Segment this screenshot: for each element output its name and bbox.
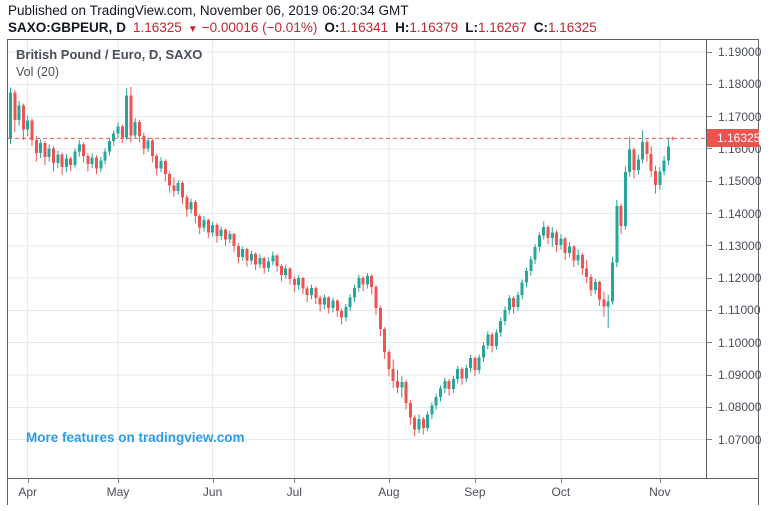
y-tick-mark xyxy=(707,277,712,279)
open-label: O: xyxy=(324,20,340,35)
open-value: 1.16341 xyxy=(339,20,389,35)
y-tick-mark xyxy=(707,83,712,85)
x-axis-label: Jun xyxy=(202,485,223,499)
candlestick-chart[interactable] xyxy=(8,40,706,478)
y-axis-tick: 1.18000 xyxy=(707,76,761,92)
price-axis[interactable]: 1.16325 1.19000 1.18000 1.17000 1.16000 1.15… xyxy=(706,40,761,478)
y-axis-tick: 1.17000 xyxy=(707,109,761,125)
low-label: L: xyxy=(465,20,478,35)
x-axis-label: Apr xyxy=(18,485,38,499)
y-tick-mark xyxy=(707,213,712,214)
x-tick-mark xyxy=(212,479,214,483)
y-axis-label: 1.09000 xyxy=(718,368,762,382)
chart-title: British Pound / Euro, D, SAXO xyxy=(16,47,203,62)
y-tick-mark xyxy=(707,309,712,311)
y-tick-mark xyxy=(707,116,712,118)
high-label: H: xyxy=(395,20,410,35)
y-axis-label: 1.08000 xyxy=(718,400,762,415)
y-axis-tick: 1.08000 xyxy=(707,399,761,415)
y-tick-mark xyxy=(707,245,712,247)
close-label: C: xyxy=(533,20,549,35)
x-tick-mark xyxy=(294,479,296,483)
y-axis-label: 1.18000 xyxy=(718,77,762,92)
last-price-badge: 1.16325 xyxy=(707,129,761,148)
symbol-name: SAXO:GBPEUR, xyxy=(8,20,113,35)
y-tick-mark xyxy=(707,342,712,344)
x-axis-label: Nov xyxy=(649,485,671,499)
last-price-badge-text: 1.16325 xyxy=(717,131,761,146)
last-price-value: 1.16325 xyxy=(133,20,182,35)
down-triangle-icon: ▼ xyxy=(187,24,198,35)
symbol-status-line: SAXO:GBPEUR, D 1.16325 ▼ −0.00016 (−0.01%) O:… xyxy=(8,20,597,35)
chart-plot-area[interactable]: British Pound / Euro, D, SAXO Vol (20) M… xyxy=(8,40,706,478)
y-axis-tick: 1.11000 xyxy=(707,302,761,318)
y-tick-mark xyxy=(707,439,712,441)
close-value: 1.16325 xyxy=(548,20,597,35)
y-axis-label: 1.14000 xyxy=(718,206,762,221)
symbol-interval: D xyxy=(116,20,127,35)
y-axis-tick: 1.07000 xyxy=(707,432,761,448)
y-axis-tick: 1.13000 xyxy=(707,238,761,254)
y-tick-mark xyxy=(707,148,712,150)
y-tick-mark xyxy=(707,374,712,376)
y-axis-label: 1.11000 xyxy=(718,303,761,318)
y-axis-label: 1.12000 xyxy=(718,271,762,286)
x-tick-mark xyxy=(474,479,476,483)
x-tick-mark xyxy=(560,479,562,483)
x-tick-mark xyxy=(27,479,29,483)
x-tick-mark xyxy=(118,479,119,483)
y-axis-label: 1.10000 xyxy=(718,335,762,350)
x-axis-label: Sep xyxy=(464,485,486,499)
y-tick-mark xyxy=(707,180,712,182)
y-axis-label: 1.15000 xyxy=(718,174,762,189)
y-axis-tick: 1.19000 xyxy=(707,44,761,60)
x-axis-label: Aug xyxy=(378,485,400,499)
y-axis-tick: 1.10000 xyxy=(707,335,761,351)
y-axis-tick: 1.14000 xyxy=(707,206,761,222)
x-axis-label: Jul xyxy=(286,485,302,499)
x-axis-label: May xyxy=(106,485,130,499)
high-value: 1.16379 xyxy=(409,20,459,35)
published-line: Published on TradingView.com, November 0… xyxy=(8,3,409,18)
y-axis-label: 1.13000 xyxy=(718,238,762,253)
y-axis-tick: 1.12000 xyxy=(707,270,761,286)
y-axis-label: 1.19000 xyxy=(718,45,762,59)
volume-indicator-label: Vol (20) xyxy=(16,65,60,79)
change-value: −0.00016 (−0.01%) xyxy=(201,20,318,35)
tradingview-link[interactable]: More features on tradingview.com xyxy=(26,430,245,445)
low-value: 1.16267 xyxy=(477,20,527,35)
y-tick-mark xyxy=(707,51,712,53)
chart-widget: British Pound / Euro, D, SAXO Vol (20) M… xyxy=(7,39,761,505)
x-tick-mark xyxy=(659,479,661,483)
y-axis-label: 1.17000 xyxy=(718,109,762,124)
time-axis[interactable]: Apr May Jun Jul Aug Sep Oct Nov xyxy=(8,478,758,505)
y-tick-mark xyxy=(707,406,712,408)
y-axis-label: 1.07000 xyxy=(718,432,762,447)
x-tick-mark xyxy=(388,479,390,483)
y-axis-tick: 1.09000 xyxy=(707,367,761,383)
y-axis-tick: 1.15000 xyxy=(707,173,761,189)
x-axis-label: Oct xyxy=(551,485,571,499)
